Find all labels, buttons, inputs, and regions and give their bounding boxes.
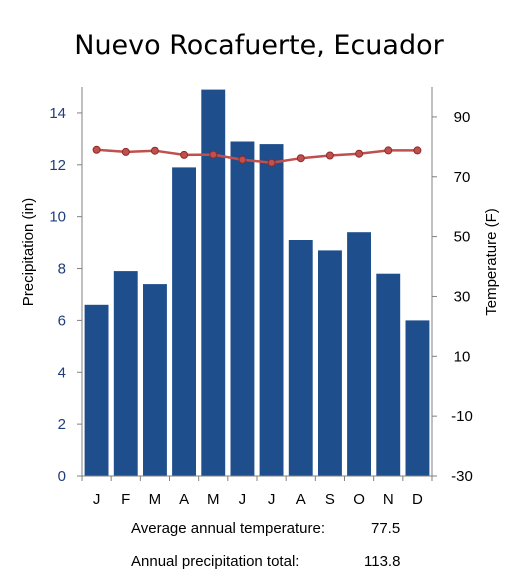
y-tick-label: 2	[58, 416, 66, 433]
y2-axis-label: Temperature (F)	[483, 208, 500, 316]
precip-bar	[143, 284, 167, 476]
x-tick-label: M	[207, 491, 220, 508]
x-tick-label: N	[383, 491, 394, 508]
temperature-point	[325, 151, 334, 160]
y2-tick-label: 70	[454, 169, 471, 186]
climate-chart: Nuevo Rocafuerte, Ecuador 0 2 4 6 8 10 12 14 -30…	[20, 30, 500, 508]
temperature-line	[96, 148, 418, 164]
x-tick-label: J	[268, 491, 276, 508]
temperature-point	[267, 158, 276, 167]
y-tick-label: 8	[58, 261, 66, 278]
y-tick-label: 10	[49, 209, 66, 226]
precip-bar	[84, 304, 109, 476]
temperature-point	[413, 146, 422, 155]
x-tick-label: J	[239, 491, 247, 508]
x-tick-label: A	[179, 491, 189, 508]
temperature-point	[238, 155, 247, 164]
y-tick-label: 0	[58, 468, 66, 485]
y-axis-label: Precipitation (in)	[20, 198, 37, 306]
y2-tick-label: 30	[454, 288, 471, 305]
precip-bar	[230, 141, 255, 476]
precip-bar	[259, 144, 284, 476]
y-tick-label: 12	[49, 157, 66, 174]
y2-tick-label: -10	[451, 408, 473, 425]
precip-bar	[376, 273, 401, 476]
y2-tick-label: 90	[454, 109, 471, 126]
y2-tick-label: 10	[454, 348, 471, 365]
precip-total-value: 113.8	[364, 553, 401, 570]
temperature-point	[92, 145, 101, 154]
y-tick-label: 4	[58, 364, 66, 381]
temperature-point	[355, 149, 364, 158]
avg-temp-value: 77.5	[371, 520, 401, 537]
x-tick-label: D	[412, 491, 423, 508]
chart-title: Nuevo Rocafuerte, Ecuador	[74, 30, 444, 61]
temperature-point	[384, 146, 393, 155]
precip-bar	[347, 232, 371, 476]
temperature-point	[150, 146, 159, 155]
precip-bar	[172, 167, 196, 476]
x-tick-label: J	[93, 491, 101, 508]
temperature-point	[121, 147, 130, 156]
x-tick-label: O	[353, 491, 365, 508]
precip-bar	[201, 89, 226, 476]
y2-tick-label: 50	[454, 229, 471, 246]
precip-bar	[288, 240, 313, 476]
y-tick-label: 14	[49, 105, 66, 122]
temperature-point	[209, 150, 218, 159]
x-tick-label: M	[149, 491, 162, 508]
precip-bar	[113, 271, 138, 476]
x-tick-label: F	[121, 491, 130, 508]
x-tick-label: S	[325, 491, 335, 508]
precip-total-label: Annual precipitation total:	[131, 553, 300, 570]
y-tick-label: 6	[58, 312, 66, 329]
temperature-point	[296, 154, 305, 163]
precip-bar	[405, 320, 430, 476]
temperature-point	[180, 150, 189, 159]
avg-temp-label: Average annual temperature:	[131, 520, 326, 537]
y2-tick-label: -30	[451, 468, 473, 485]
precip-bar	[318, 250, 342, 476]
x-tick-label: A	[296, 491, 306, 508]
